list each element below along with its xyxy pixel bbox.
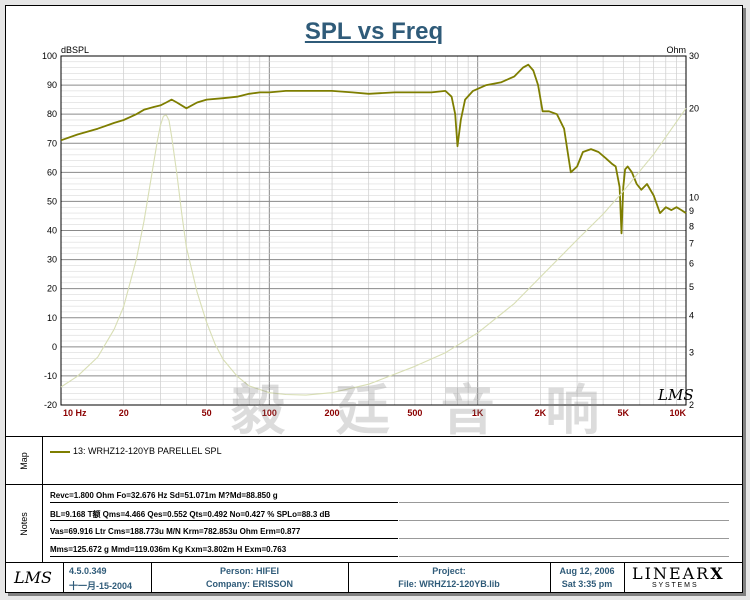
y2-tick-label: 8 [689, 221, 694, 231]
note-rule [399, 491, 729, 503]
spl-curve [60, 63, 687, 235]
tick-labels: 1009080706050403020100-10-20302010987654… [42, 51, 699, 418]
version-date: 十一月-15-2004 [69, 581, 133, 591]
x-tick-label: 100 [262, 408, 277, 418]
footer-brand-cell: LINEARX S Y S T E M S [624, 563, 742, 593]
legend-section: Map 13: WRHZ12-120YB PARELLEL SPL [6, 436, 742, 485]
x-tick-label: 10K [669, 408, 686, 418]
y-tick-label: 30 [47, 255, 57, 265]
footer-logo-cell: LMS [6, 563, 64, 593]
y2-tick-label: 3 [689, 348, 694, 358]
y2-tick-label: 9 [689, 206, 694, 216]
y-axis-label-left: dBSPL [61, 45, 89, 55]
y-tick-label: 80 [47, 109, 57, 119]
series-layer [60, 63, 687, 396]
x-tick-label: 2K [535, 408, 547, 418]
time-text: Sat 3:35 pm [561, 579, 613, 589]
brand-x: X [710, 564, 725, 583]
y2-tick-label: 2 [689, 400, 694, 410]
y-axis-label-right: Ohm [666, 45, 686, 55]
person-text: Person: HIFEI [219, 566, 279, 576]
chart-lms-logo: LMS [658, 386, 694, 404]
y-tick-label: 10 [47, 313, 57, 323]
y-tick-label: 40 [47, 226, 57, 236]
legend-entry: 13: WRHZ12-120YB PARELLEL SPL [50, 446, 222, 456]
plot-area-border [60, 55, 687, 406]
footer-project-cell: Project: File: WRHZ12-120YB.lib [348, 563, 551, 593]
spl-chart: 1009080706050403020100-10-20302010987654… [42, 45, 699, 418]
date-text: Aug 12, 2006 [559, 566, 615, 576]
file-text: File: WRHZ12-120YB.lib [398, 579, 500, 589]
note-line: Mms=125.672 g Mmd=119.036m Kg Kxm=3.802m… [50, 545, 398, 557]
y2-tick-label: 5 [689, 282, 694, 292]
y-tick-label: -20 [44, 400, 57, 410]
y-tick-label: 20 [47, 284, 57, 294]
note-rule [399, 545, 729, 557]
chart-title: SPL vs Freq [304, 18, 444, 45]
y2-tick-label: 6 [689, 258, 694, 268]
x-tick-label: 20 [119, 408, 129, 418]
note-rule [399, 527, 729, 539]
project-text: Project: [432, 566, 466, 576]
footer-date-cell: Aug 12, 2006 Sat 3:35 pm [550, 563, 625, 593]
x-tick-label: 50 [202, 408, 212, 418]
y-tick-label: -10 [44, 371, 57, 381]
y2-tick-label: 20 [689, 103, 699, 113]
company-text: Company: ERISSON [205, 579, 293, 589]
watermark-text: 毅 廷 音 响 [231, 378, 616, 442]
note-rule [399, 509, 729, 521]
notes-tab[interactable]: Notes [6, 485, 43, 563]
report-frame: SPL vs Freq 100 90 80 70 60 50 40 30 20 10 0 -10 -20… [5, 5, 743, 593]
y-tick-label: 100 [42, 51, 57, 61]
footer-person-cell: Person: HIFEI Company: ERISSON [151, 563, 349, 593]
notes-tab-label: Notes [19, 512, 29, 536]
map-tab[interactable]: Map [6, 437, 43, 485]
x-tick-label: 10 Hz [63, 408, 87, 418]
version-text: 4.5.0.349 [69, 566, 107, 576]
y-tick-label: 60 [47, 167, 57, 177]
linear-x-logo: LINEARX [632, 564, 725, 583]
brand-subtext: S Y S T E M S [652, 582, 697, 589]
note-line: Revc=1.800 Ohm Fo=32.676 Hz Sd=51.071m M… [50, 491, 398, 503]
note-line: Vas=69.916 Ltr Cms=188.773u M/N Krm=782.… [50, 527, 398, 539]
y2-tick-label: 30 [689, 51, 699, 61]
grid [61, 56, 686, 405]
y2-tick-label: 4 [689, 311, 694, 321]
y-tick-label: 90 [47, 80, 57, 90]
lms-logo: LMS [14, 568, 52, 587]
notes-section: Notes Revc=1.800 Ohm Fo=32.676 Hz Sd=51.… [6, 484, 742, 563]
y-tick-label: 50 [47, 196, 57, 206]
x-tick-label: 5K [618, 408, 630, 418]
legend-swatch [50, 450, 70, 453]
y2-tick-label: 10 [689, 193, 699, 203]
footer-version-cell: 4.5.0.349 十一月-15-2004 [63, 563, 152, 593]
x-tick-label: 500 [407, 408, 422, 418]
x-tick-label: 200 [325, 408, 340, 418]
map-tab-label: Map [19, 452, 29, 470]
y2-tick-label: 7 [689, 239, 694, 249]
x-tick-label: 1K [472, 408, 484, 418]
y-tick-label: 0 [52, 342, 57, 352]
footer: LMS 4.5.0.349 十一月-15-2004 Person: HIFEI … [6, 562, 742, 593]
impedance-curve [60, 107, 687, 396]
brand-text: LINEAR [632, 564, 711, 583]
note-line: BL=9.168 T额 Qms=4.466 Qes=0.552 Qts=0.49… [50, 509, 398, 521]
y-tick-label: 70 [47, 138, 57, 148]
legend-entry-label: 13: WRHZ12-120YB PARELLEL SPL [73, 446, 222, 456]
